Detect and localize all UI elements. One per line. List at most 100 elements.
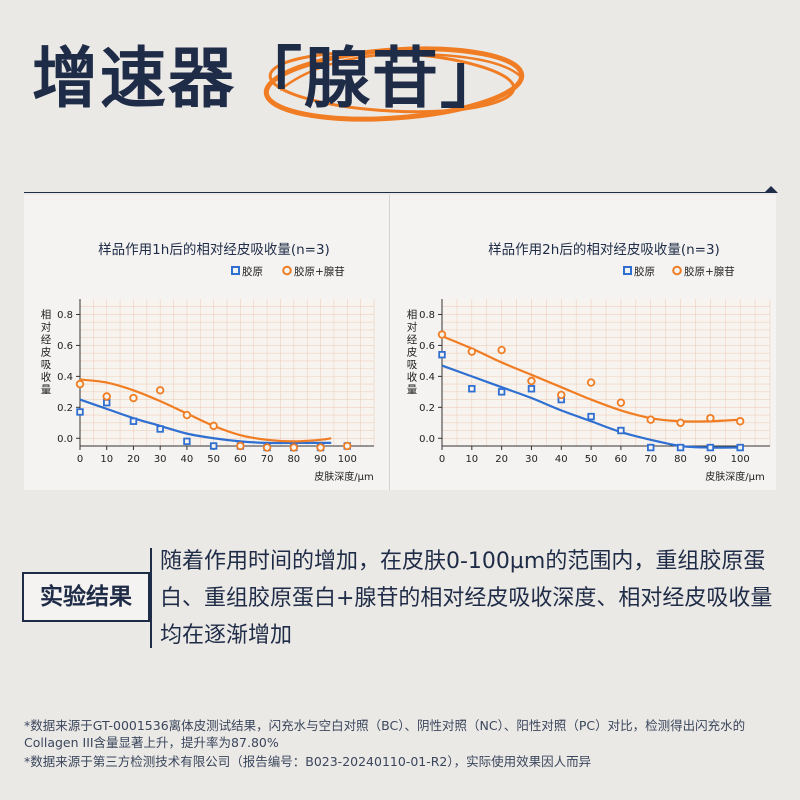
data-point-circle [262, 443, 272, 452]
x-tick-label: 90 [704, 454, 717, 465]
y-tick-label: 0.8 [57, 310, 73, 321]
fit-curve [79, 398, 332, 445]
data-point-square [129, 417, 138, 425]
x-tick-label: 80 [287, 454, 300, 465]
y-tick-label: 0.0 [57, 434, 73, 445]
y-axis-label-char: 经 [407, 333, 418, 346]
x-tick-label: 30 [154, 454, 167, 465]
title-main: 增速器 [32, 40, 236, 117]
data-point-circle [437, 330, 447, 339]
data-point-circle [616, 398, 626, 407]
data-point-square [617, 426, 625, 435]
data-point-square [183, 437, 191, 446]
title-bracket-close: 」 [440, 40, 508, 117]
y-tick-label: 0.4 [419, 372, 435, 383]
data-point-circle [289, 443, 299, 452]
data-point-circle [527, 376, 536, 386]
data-point-circle [129, 393, 138, 403]
y-tick-label: 0.6 [57, 341, 73, 352]
data-point-square [587, 412, 595, 421]
y-axis-label-char: 相 [41, 308, 52, 321]
legend-label: 胶原 [634, 265, 655, 278]
x-tick-label: 40 [555, 454, 568, 465]
x-tick-label: 90 [314, 454, 327, 465]
data-point-square [103, 398, 111, 407]
grid [441, 299, 771, 447]
chart-2h: 0 10 20 30 40 50 60 70 80 90 100 0.8 0.6 0.4 0.2 0.0 相对经… [407, 242, 771, 483]
y-axis-label-char: 皮 [407, 346, 418, 359]
data-point-circle [586, 378, 596, 387]
y-axis-label-char: 吸 [407, 359, 418, 371]
y-tick-label: 0.6 [419, 341, 435, 352]
data-point-circle [467, 347, 477, 356]
y-axis-label-char: 吸 [41, 359, 52, 371]
y-tick-label: 0.8 [419, 310, 435, 321]
x-tick-label: 100 [338, 454, 357, 465]
y-axis-label-char: 相 [407, 308, 418, 321]
result-text: 随着作用时间的增加，在皮肤0-100µm的范围内，重组胶原蛋白、重组胶原蛋白+腺… [160, 549, 773, 648]
footnote-1: *数据来源于GT-0001536离体皮测试结果，闪充水与空白对照（BC）、阴性对… [24, 718, 746, 750]
y-axis-label: 相对经皮吸收量 [407, 308, 418, 396]
data-point-square [209, 442, 218, 450]
data-point-square [527, 385, 536, 393]
data-point-circle [102, 392, 111, 401]
x-tick-label: 0 [77, 454, 83, 465]
data-point-square [438, 351, 446, 359]
x-tick-label: 0 [439, 454, 445, 465]
x-axis-label: 皮肤深度/µm [705, 470, 764, 483]
chart-1h: 0 10 20 30 40 50 60 70 80 90 100 0.8 0.6 0.4 0.2 0.0 相对经… [41, 242, 375, 483]
x-tick-label: 60 [615, 454, 628, 465]
data-point-square [497, 388, 506, 396]
result-rule [150, 548, 152, 648]
x-tick-label: 100 [731, 454, 750, 465]
legend-marker-circle [282, 265, 292, 276]
legend-label: 胶原+腺苷 [684, 265, 735, 278]
y-axis-label-char: 量 [407, 384, 418, 396]
chart-title: 样品作用1h后的相对经皮吸收量(n=3) [98, 242, 330, 258]
title-bracket-open: 「 [236, 40, 304, 117]
y-axis-label: 相对经皮吸收量 [41, 308, 52, 396]
x-tick-label: 20 [127, 454, 140, 465]
data-point-square [676, 443, 685, 452]
x-tick-label: 40 [181, 454, 194, 465]
data-point-square [156, 425, 164, 433]
data-point-square [647, 443, 655, 452]
x-tick-label: 20 [495, 454, 508, 465]
data-point-square [468, 385, 476, 393]
fit-curve [441, 335, 741, 423]
data-point-square [736, 443, 744, 452]
data-point-circle [706, 413, 715, 423]
data-point-circle [155, 386, 165, 395]
x-tick-label: 10 [465, 454, 478, 465]
legend-marker-square [231, 266, 240, 275]
data-point-circle [75, 379, 85, 389]
y-axis-label-char: 量 [41, 384, 52, 396]
y-axis-label-char: 对 [41, 321, 52, 334]
x-tick-label: 50 [585, 454, 598, 465]
charts-panel: 0 10 20 30 40 50 60 70 80 90 100 0.8 0.6 0.4 0.2 0.0 相对经… [24, 195, 776, 490]
y-axis-label-char: 收 [407, 371, 418, 384]
data-point-square [76, 408, 84, 416]
data-point-circle [557, 390, 566, 400]
y-tick-label: 0.2 [57, 403, 73, 414]
legend-marker-square [623, 266, 632, 275]
data-point-square [706, 443, 715, 452]
y-tick-label: 0.2 [419, 403, 435, 414]
footnote-2: *数据来源于第三方检测技术有限公司（报告编号：B023-20240110-01-… [24, 754, 592, 769]
legend-label: 胶原 [242, 265, 263, 278]
x-tick-label: 30 [525, 454, 538, 465]
y-axis-label-char: 皮 [41, 346, 52, 359]
x-tick-label: 10 [100, 454, 113, 465]
page-title: 增速器「腺苷」 [32, 34, 552, 124]
x-tick-label: 80 [674, 454, 687, 465]
y-axis-label-char: 对 [407, 321, 418, 334]
header-divider [24, 192, 776, 193]
data-point-circle [735, 417, 745, 426]
data-point-circle [676, 418, 685, 427]
panel-divider [389, 195, 390, 490]
title-keyword: 腺苷 [304, 40, 440, 117]
x-axis-label: 皮肤深度/µm [314, 470, 373, 483]
data-point-circle [236, 441, 245, 451]
chart-title: 样品作用2h后的相对经皮吸收量(n=3) [488, 242, 720, 258]
data-point-circle [182, 410, 192, 420]
